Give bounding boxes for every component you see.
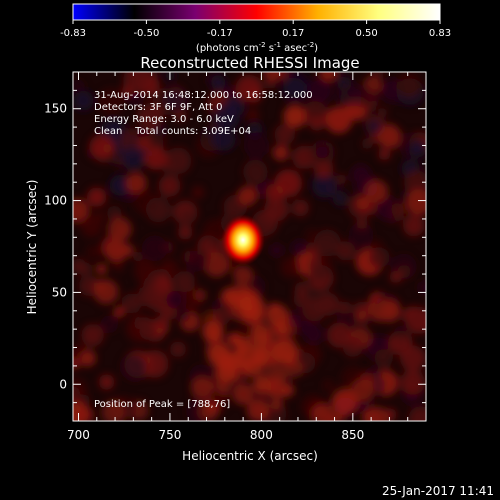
colorbar-ticks: -0.83 -0.50 -0.17 0.17 0.50 0.83 (60, 20, 451, 39)
heatmap-image (73, 72, 426, 421)
x-tick-label: 800 (250, 428, 273, 442)
colorbar-tick-label: -0.50 (133, 28, 159, 39)
info-annotations: 31-Aug-2014 16:48:12.000 to 16:58:12.000… (94, 90, 313, 410)
y-tick-label: 0 (59, 377, 67, 391)
x-tick-label: 850 (341, 428, 364, 442)
y-tick-label: 50 (52, 285, 67, 299)
chart-title: Reconstructed RHESSI Image (140, 54, 359, 72)
annotation-time-range: 31-Aug-2014 16:48:12.000 to 16:58:12.000 (94, 90, 313, 101)
colorbar-units: (photons cm-2 s-1 asec-2) (196, 41, 318, 54)
annotation-clean-counts: Clean Total counts: 3.09E+04 (94, 126, 251, 137)
plot-frame (72, 71, 427, 422)
colorbar-tick-label: 0.50 (355, 28, 377, 39)
colorbar-tick-label: -0.17 (207, 28, 233, 39)
y-axis-label: Heliocentric Y (arcsec) (25, 180, 39, 315)
x-axis-label: Heliocentric X (arcsec) (182, 449, 318, 463)
y-tick-label: 100 (44, 194, 67, 208)
footer-timestamp: 25-Jan-2017 11:41 (382, 484, 494, 498)
annotation-energy-range: Energy Range: 3.0 - 6.0 keV (94, 114, 234, 125)
colorbar-gradient (72, 3, 441, 21)
colorbar-tick-label: 0.83 (429, 28, 451, 39)
y-tick-label: 150 (44, 102, 67, 116)
x-tick-label: 750 (158, 428, 181, 442)
annotation-peak-position: Position of Peak = [788,76] (94, 399, 230, 410)
peak-source (221, 214, 265, 266)
x-tick-label: 700 (67, 428, 90, 442)
colorbar-tick-label: -0.83 (60, 28, 86, 39)
y-axis-ticks: 0 50 100 150 (44, 71, 426, 422)
colorbar: -0.83 -0.50 -0.17 0.17 0.50 0.83 (photons cm-… (60, 3, 451, 54)
colorbar-tick-label: 0.17 (282, 28, 304, 39)
x-axis-ticks: 700 750 800 850 (67, 72, 427, 442)
annotation-detectors: Detectors: 3F 6F 9F, Att 0 (94, 102, 222, 113)
